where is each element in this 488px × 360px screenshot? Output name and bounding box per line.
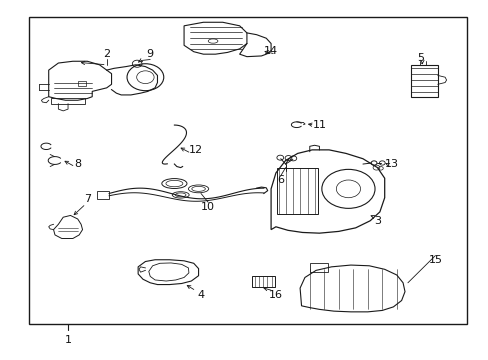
Text: 8: 8 <box>74 159 81 169</box>
Text: 1: 1 <box>64 335 71 345</box>
Text: 6: 6 <box>277 175 284 185</box>
Text: 3: 3 <box>373 216 380 226</box>
Text: 15: 15 <box>427 255 442 265</box>
Text: 4: 4 <box>197 290 204 300</box>
Text: 13: 13 <box>384 159 398 169</box>
Text: 7: 7 <box>83 194 91 204</box>
Text: 11: 11 <box>312 120 326 130</box>
Text: 9: 9 <box>146 49 154 59</box>
Bar <box>29 17 466 324</box>
Bar <box>251 276 274 287</box>
Text: 2: 2 <box>103 49 110 59</box>
Text: 16: 16 <box>268 290 283 300</box>
Text: 10: 10 <box>201 202 215 212</box>
Text: 12: 12 <box>189 145 203 155</box>
Bar <box>276 168 317 214</box>
Bar <box>78 81 86 86</box>
Bar <box>97 191 109 199</box>
Bar <box>51 99 85 104</box>
Bar <box>410 65 437 97</box>
Bar <box>309 263 327 272</box>
Text: 14: 14 <box>264 46 278 56</box>
Text: 5: 5 <box>417 53 424 63</box>
